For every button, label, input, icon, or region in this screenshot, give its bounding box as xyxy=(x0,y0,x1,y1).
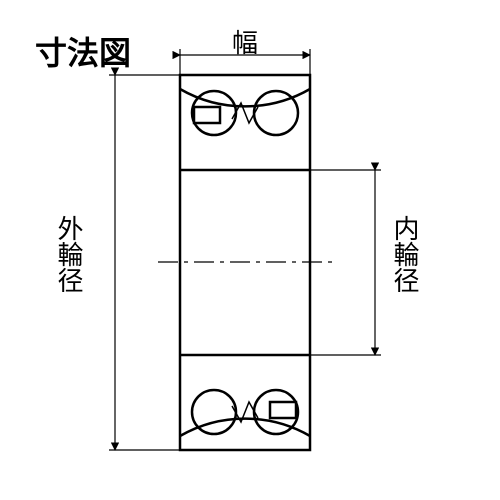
diagram-title: 寸法図 xyxy=(35,28,131,74)
ball-upper-right xyxy=(254,91,298,135)
outer-diameter-label: 外輪径 xyxy=(51,215,88,293)
ball-lower-left xyxy=(192,390,236,434)
cage-lower xyxy=(270,402,296,418)
ball-lower-right xyxy=(254,390,298,434)
inner-diameter-label: 内輪径 xyxy=(387,215,424,293)
ball-upper-left xyxy=(192,91,236,135)
width-label: 幅 xyxy=(232,23,258,60)
cage-upper xyxy=(194,107,220,123)
